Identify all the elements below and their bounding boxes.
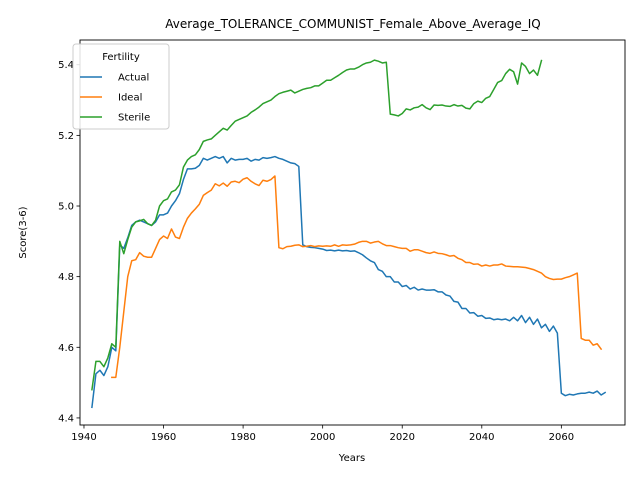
legend: Fertility Actual Ideal Sterile bbox=[72, 43, 170, 130]
y-tick-label: 4.4 bbox=[58, 413, 74, 424]
legend-label-sterile: Sterile bbox=[118, 113, 150, 124]
x-axis-label: Years bbox=[338, 453, 365, 464]
legend-items: Actual Ideal Sterile bbox=[80, 73, 150, 124]
legend-label-ideal: Ideal bbox=[118, 93, 142, 104]
y-axis-label: Score(3-6) bbox=[18, 206, 29, 258]
x-tick-label: 2000 bbox=[310, 432, 335, 443]
y-tick-label: 4.6 bbox=[58, 343, 74, 354]
x-tick-label: 1980 bbox=[230, 432, 255, 443]
series-line-ideal bbox=[111, 175, 603, 379]
legend-title: Fertility bbox=[102, 52, 140, 63]
y-tick-label: 5.0 bbox=[58, 202, 74, 213]
x-tick-label: 1940 bbox=[71, 432, 96, 443]
y-tick-label: 5.2 bbox=[58, 131, 74, 142]
y-tick-label: 4.8 bbox=[58, 272, 74, 283]
x-axis: 1940 1960 1980 2000 2020 2040 2060 bbox=[71, 425, 574, 443]
series-line-sterile bbox=[91, 59, 543, 391]
x-tick-label: 2020 bbox=[389, 432, 414, 443]
y-axis: 4.4 4.6 4.8 5.0 5.2 5.4 bbox=[58, 60, 80, 424]
x-tick-label: 1960 bbox=[151, 432, 176, 443]
x-tick-label: 2060 bbox=[549, 432, 574, 443]
legend-label-actual: Actual bbox=[118, 73, 149, 84]
chart-title: Average_TOLERANCE_COMMUNIST_Female_Above… bbox=[165, 17, 540, 31]
plot-area bbox=[79, 39, 626, 426]
x-tick-label: 2040 bbox=[469, 432, 494, 443]
y-tick-label: 5.4 bbox=[58, 60, 74, 71]
series-line-actual bbox=[91, 155, 607, 409]
series-lines bbox=[91, 59, 607, 409]
legend-box bbox=[72, 43, 170, 130]
